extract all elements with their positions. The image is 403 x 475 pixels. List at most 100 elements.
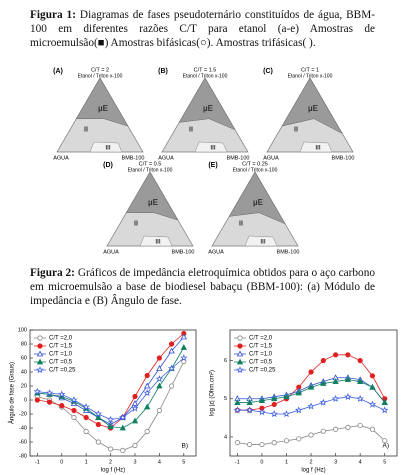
legend-label: C/T =0,25 bbox=[49, 368, 76, 374]
x-tick-label: 5 bbox=[182, 459, 185, 465]
data-point bbox=[131, 417, 139, 424]
legend-label: C/T =2,0 bbox=[249, 336, 273, 342]
data-point bbox=[320, 357, 326, 364]
data-point bbox=[283, 393, 290, 400]
region-me bbox=[178, 77, 236, 131]
data-point bbox=[258, 397, 266, 404]
figure-label: Figura 2: bbox=[30, 267, 75, 279]
plot-frame bbox=[229, 329, 398, 457]
x-tick-label: 4 bbox=[359, 459, 362, 465]
x-tick-label: -1 bbox=[235, 459, 240, 465]
corner-label: AGUA bbox=[263, 155, 279, 161]
data-point bbox=[308, 369, 314, 375]
y-tick-label: 20 bbox=[21, 383, 27, 389]
y-tick-label: 6 bbox=[224, 358, 227, 364]
data-point bbox=[357, 357, 363, 364]
phase-label: µE bbox=[203, 104, 214, 113]
data-point bbox=[180, 344, 187, 350]
data-point bbox=[307, 383, 315, 390]
data-point bbox=[33, 387, 42, 395]
x-tick-label: 1 bbox=[285, 459, 288, 465]
data-point bbox=[246, 399, 253, 405]
x-tick-label: 1 bbox=[85, 459, 88, 465]
data-point bbox=[295, 389, 302, 396]
data-point bbox=[107, 446, 114, 452]
data-point bbox=[180, 333, 187, 340]
data-point bbox=[58, 390, 66, 398]
data-point bbox=[368, 400, 377, 408]
data-point bbox=[258, 408, 266, 416]
legend-label: C/T =2,0 bbox=[49, 336, 73, 342]
x-tick-label: 4 bbox=[158, 459, 161, 465]
data-point bbox=[144, 403, 151, 410]
data-point bbox=[234, 399, 241, 405]
apex-label: Etanol / Triton x-100 bbox=[233, 167, 278, 173]
x-tick-label: -1 bbox=[35, 459, 40, 465]
data-point bbox=[120, 447, 126, 453]
y-tick-label: -80 bbox=[19, 453, 27, 459]
data-point bbox=[168, 341, 175, 347]
data-point bbox=[357, 422, 363, 429]
y-tick-label: 5 bbox=[224, 396, 227, 402]
x-tick-label: 0 bbox=[260, 459, 263, 465]
phase-label: µE bbox=[308, 104, 319, 113]
legend-marker bbox=[36, 358, 44, 365]
data-point bbox=[381, 406, 389, 414]
region-iii bbox=[299, 141, 333, 153]
legend-label: C/T =0,25 bbox=[249, 368, 276, 374]
data-point bbox=[356, 378, 364, 384]
caption-text: Gráficos de impedância eletroquímica obt… bbox=[30, 267, 376, 307]
data-point bbox=[283, 438, 290, 444]
data-point bbox=[344, 376, 352, 383]
data-point bbox=[295, 406, 303, 414]
data-point bbox=[296, 436, 302, 442]
data-point bbox=[131, 404, 139, 412]
phase-label: µE bbox=[148, 198, 159, 207]
apex-label: Etanol / Triton x-100 bbox=[128, 167, 173, 173]
legend-label: C/T =0,5 bbox=[49, 360, 73, 366]
panel-letter: (D) bbox=[103, 162, 113, 169]
corner-label: BMB-100 bbox=[122, 155, 145, 161]
phase-label: II bbox=[239, 221, 243, 228]
data-point bbox=[245, 406, 254, 414]
data-point bbox=[83, 414, 89, 421]
region-me bbox=[228, 171, 286, 225]
x-axis-label: log f (Hz) bbox=[301, 468, 325, 474]
x-tick-label: 3 bbox=[133, 459, 136, 465]
apex-label: Etanol / Triton x-100 bbox=[78, 73, 123, 79]
caption-text: Diagramas de fases pseudoternário consti… bbox=[30, 9, 376, 49]
data-point bbox=[180, 354, 188, 362]
x-tick-label: 0 bbox=[60, 459, 63, 465]
phase-label: III bbox=[315, 146, 320, 152]
data-point bbox=[167, 364, 176, 372]
y-tick-label: -20 bbox=[19, 411, 27, 417]
y-tick-label: 60 bbox=[21, 355, 27, 361]
data-point bbox=[369, 426, 376, 432]
data-point bbox=[271, 440, 277, 446]
corner-label: AGUA bbox=[103, 249, 119, 255]
data-point bbox=[331, 394, 340, 402]
data-point bbox=[320, 380, 327, 386]
data-point bbox=[95, 421, 101, 428]
ratio-label: C/T = 1.5 bbox=[194, 67, 217, 73]
data-point bbox=[234, 440, 240, 446]
figure-2-caption: Figura 2: Gráficos de impedância eletroq… bbox=[30, 266, 375, 308]
ratio-label: C/T = 0.5 bbox=[139, 161, 162, 167]
legend-marker bbox=[37, 335, 43, 341]
plot-frame bbox=[29, 329, 197, 457]
legend-marker bbox=[237, 343, 243, 349]
data-point bbox=[119, 413, 127, 421]
panel-letter: (E) bbox=[208, 162, 217, 169]
legend-label: C/T =0,5 bbox=[249, 360, 273, 366]
corner-label: BMB-100 bbox=[332, 155, 355, 161]
figure-1-caption: Figura 1: Diagramas de fases pseudoterná… bbox=[30, 8, 375, 50]
legend-label: C/T =1,0 bbox=[49, 352, 73, 358]
x-axis-label: log f (Hz) bbox=[101, 468, 125, 474]
corner-label: BMB-100 bbox=[172, 249, 195, 255]
legend-marker bbox=[36, 350, 44, 357]
legend-label: C/T =1,5 bbox=[49, 344, 73, 350]
data-point bbox=[307, 402, 315, 410]
data-point bbox=[156, 355, 162, 361]
data-point bbox=[119, 424, 126, 431]
